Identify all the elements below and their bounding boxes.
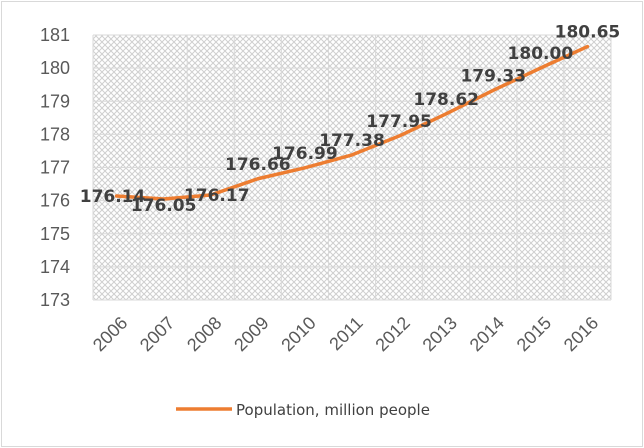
x-tick-label: 2010	[277, 313, 319, 355]
data-label: 176.17	[184, 186, 250, 206]
x-tick-label: 2009	[230, 313, 272, 355]
data-label: 176.99	[272, 144, 338, 164]
x-tick-label: 2014	[466, 313, 508, 355]
data-label: 180.00	[508, 44, 574, 64]
legend-label: Population, million people	[236, 401, 430, 419]
y-tick-label: 176	[40, 191, 70, 211]
y-tick-label: 177	[40, 158, 70, 178]
y-tick-label: 179	[40, 91, 70, 111]
x-tick-label: 2016	[560, 313, 602, 355]
data-label: 179.33	[460, 66, 526, 86]
x-tick-label: 2007	[136, 313, 178, 355]
data-label: 180.65	[555, 23, 621, 43]
x-tick-label: 2006	[89, 313, 131, 355]
series-line	[114, 44, 590, 201]
data-label: 176.66	[225, 155, 291, 175]
gridlines	[92, 34, 612, 301]
y-tick-label: 181	[40, 25, 70, 45]
x-tick-label: 2008	[183, 313, 225, 355]
x-tick-label: 2013	[419, 313, 461, 355]
data-label: 177.95	[366, 112, 432, 132]
data-label: 177.38	[319, 131, 385, 151]
y-tick-label: 175	[40, 224, 70, 244]
x-tick-label: 2012	[371, 313, 413, 355]
y-axis: 173 174 175 176 177 178 179 180 181	[40, 25, 70, 310]
y-tick-label: 173	[40, 290, 70, 310]
series	[114, 44, 590, 201]
legend: Population, million people	[176, 401, 430, 419]
data-label: 176.14	[80, 187, 146, 207]
y-tick-label: 178	[40, 124, 70, 144]
y-tick-label: 180	[40, 58, 70, 78]
x-tick-label: 2015	[513, 313, 555, 355]
y-tick-label: 174	[40, 257, 70, 277]
x-axis: 2006 2007 2008 2009 2010 2011 2012 2013 2014 2015…	[89, 313, 602, 355]
x-tick-label: 2011	[325, 313, 367, 355]
data-label: 178.62	[413, 90, 479, 110]
data-label: 176.05	[131, 196, 197, 216]
